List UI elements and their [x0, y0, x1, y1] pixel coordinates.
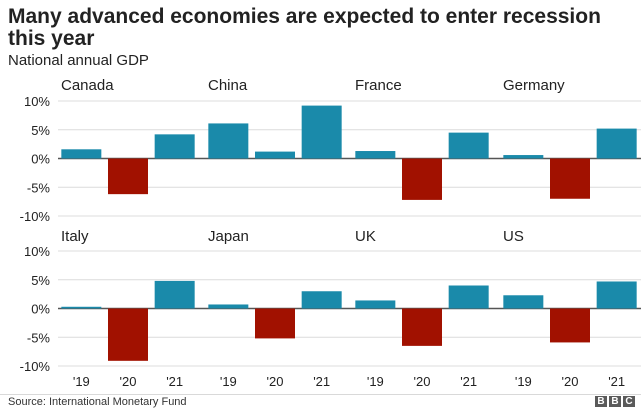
bar: [255, 151, 295, 159]
bar: [208, 123, 249, 159]
x-tick-label: '20: [120, 374, 137, 389]
panel-title: UK: [355, 228, 376, 245]
bbc-logo-letter: B: [609, 396, 621, 407]
x-tick-label: '20: [562, 374, 579, 389]
bar: [402, 308, 442, 346]
bar: [255, 308, 295, 339]
y-tick-label: 0%: [31, 152, 50, 167]
bar: [208, 304, 249, 309]
x-tick-label: '19: [73, 374, 90, 389]
panel-title: Canada: [61, 77, 114, 94]
y-tick-label: -5%: [27, 180, 51, 195]
bar: [61, 306, 102, 309]
bar: [301, 105, 342, 159]
bar: [596, 281, 637, 309]
bbc-logo: B B C: [595, 396, 635, 407]
panel-title: China: [208, 77, 248, 94]
bar: [108, 158, 148, 195]
bar: [448, 285, 489, 309]
y-tick-label: 10%: [24, 94, 50, 109]
chart-title: Many advanced economies are expected to …: [8, 5, 601, 50]
x-tick-label: '21: [460, 374, 477, 389]
y-tick-label: 10%: [24, 244, 50, 259]
x-tick-label: '19: [220, 374, 237, 389]
x-tick-label: '21: [608, 374, 625, 389]
bar: [596, 128, 637, 159]
small-multiples-chart: 10% 5% 0% -5% -10% Canada China France Germany 10…: [20, 77, 641, 389]
panel-title: Japan: [208, 228, 249, 245]
x-tick-label: '21: [166, 374, 183, 389]
bar: [550, 308, 590, 343]
x-tick-label: '21: [313, 374, 330, 389]
footer-divider: [0, 394, 641, 395]
bbc-logo-letter: C: [623, 396, 635, 407]
panel-title: US: [503, 228, 524, 245]
bar: [355, 151, 396, 159]
y-tick-label: -5%: [27, 330, 51, 345]
y-tick-label: -10%: [20, 359, 51, 374]
panel-title: France: [355, 77, 402, 94]
x-tick-label: '20: [414, 374, 431, 389]
bar: [503, 155, 544, 159]
bar: [154, 134, 195, 159]
y-tick-label: 5%: [31, 123, 50, 138]
x-tick-label: '20: [267, 374, 284, 389]
bar: [402, 158, 442, 200]
bbc-logo-letter: B: [595, 396, 607, 407]
bar: [108, 308, 148, 361]
x-tick-label: '19: [515, 374, 532, 389]
y-tick-label: 5%: [31, 273, 50, 288]
panel-title: Germany: [503, 77, 565, 94]
bar: [448, 132, 489, 159]
y-tick-label: -10%: [20, 209, 51, 224]
bar: [154, 280, 195, 309]
bar: [550, 158, 590, 199]
panel-title: Italy: [61, 228, 89, 245]
source-note: Source: International Monetary Fund: [8, 396, 187, 408]
bar: [355, 300, 396, 309]
x-tick-label: '19: [367, 374, 384, 389]
chart-subtitle: National annual GDP: [8, 52, 149, 69]
bar: [61, 149, 102, 159]
bar: [503, 295, 544, 309]
y-tick-label: 0%: [31, 302, 50, 317]
bar: [301, 291, 342, 309]
